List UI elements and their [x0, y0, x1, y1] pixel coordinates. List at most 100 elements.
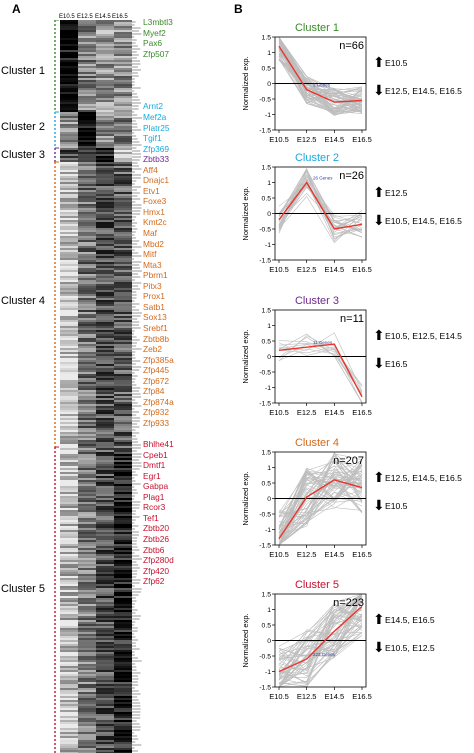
- heatmap-cell: [78, 106, 96, 108]
- heatmap-cell: [114, 506, 132, 508]
- heatmap-cell: [96, 288, 114, 290]
- heatmap-cell: [114, 570, 132, 572]
- heatmap-cell: [60, 182, 78, 184]
- heatmap-cell: [60, 386, 78, 388]
- heatmap-cell: [96, 202, 114, 204]
- heatmap-cell: [78, 566, 96, 568]
- heatmap-cell: [96, 114, 114, 116]
- heatmap-cell: [78, 118, 96, 120]
- heatmap-cell: [96, 534, 114, 536]
- heatmap-cell: [78, 630, 96, 632]
- heatmap-cell: [114, 664, 132, 666]
- heatmap-cell: [114, 130, 132, 132]
- heatmap-cell: [96, 276, 114, 278]
- heatmap-cell: [114, 668, 132, 670]
- heatmap-cell: [60, 332, 78, 334]
- heatmap-cell: [96, 68, 114, 70]
- heatmap-cell: [78, 594, 96, 596]
- heatmap-cell: [114, 48, 132, 50]
- heatmap-cell: [78, 132, 96, 134]
- heatmap-cell: [114, 716, 132, 718]
- heatmap-cell: [96, 620, 114, 622]
- heatmap-cell: [60, 32, 78, 34]
- heatmap-cell: [114, 518, 132, 520]
- heatmap-cell: [60, 202, 78, 204]
- heatmap-cell: [114, 68, 132, 70]
- heatmap-cell: [60, 482, 78, 484]
- heatmap-cell: [60, 598, 78, 600]
- heatmap-cell: [114, 56, 132, 58]
- heatmap-cell: [78, 646, 96, 648]
- heatmap-cell: [78, 262, 96, 264]
- heatmap-cell: [78, 92, 96, 94]
- heatmap-cell: [96, 532, 114, 534]
- heatmap-cell: [96, 698, 114, 700]
- heatmap-cell: [60, 692, 78, 694]
- heatmap-cell: [96, 242, 114, 244]
- heatmap-cell: [60, 134, 78, 136]
- heatmap-cell: [60, 156, 78, 158]
- heatmap-cell: [114, 416, 132, 418]
- heatmap-cell: [114, 528, 132, 530]
- heatmap-cell: [96, 742, 114, 744]
- heatmap-cell: [96, 586, 114, 588]
- heatmap-cell: [78, 294, 96, 296]
- heatmap-cell: [114, 672, 132, 674]
- heatmap-cell: [96, 506, 114, 508]
- heatmap-cell: [114, 42, 132, 44]
- y-tick-label: 1: [267, 465, 271, 472]
- heatmap-cell: [60, 62, 78, 64]
- heatmap-cell: [114, 580, 132, 582]
- heatmap-cell: [114, 646, 132, 648]
- gene-line: [278, 476, 363, 531]
- heatmap-cell: [96, 240, 114, 242]
- heatmap-cell: [114, 208, 132, 210]
- heatmap-cell: [96, 536, 114, 538]
- heatmap-cell: [60, 554, 78, 556]
- heatmap-cell: [96, 36, 114, 38]
- heatmap-cell: [60, 612, 78, 614]
- heatmap-cell: [114, 454, 132, 456]
- heatmap-cell: [78, 74, 96, 76]
- down-arrow-icon: ⬇: [373, 82, 385, 98]
- heatmap-cell: [114, 726, 132, 728]
- heatmap-cell: [78, 326, 96, 328]
- heatmap-cell: [114, 152, 132, 154]
- heatmap-cell: [96, 666, 114, 668]
- heatmap-cell: [114, 96, 132, 98]
- heatmap-cell: [78, 78, 96, 80]
- gene-label: Myef2: [143, 27, 166, 38]
- heatmap-cell: [60, 546, 78, 548]
- heatmap-cell: [114, 658, 132, 660]
- heatmap-cell: [96, 406, 114, 408]
- heatmap-cell: [114, 156, 132, 158]
- heatmap-cell: [78, 386, 96, 388]
- heatmap-cell: [96, 444, 114, 446]
- heatmap-cell: [96, 728, 114, 730]
- heatmap-cell: [96, 232, 114, 234]
- heatmap-cell: [78, 30, 96, 32]
- heatmap-cell: [78, 22, 96, 24]
- heatmap-cell: [96, 468, 114, 470]
- heatmap-cell: [114, 276, 132, 278]
- heatmap-cell: [114, 104, 132, 106]
- heatmap-cell: [60, 44, 78, 46]
- heatmap-cell: [60, 730, 78, 732]
- heatmap-cell: [60, 122, 78, 124]
- heatmap-cell: [96, 228, 114, 230]
- heatmap-cell: [60, 166, 78, 168]
- heatmap-cell: [96, 82, 114, 84]
- heatmap-cell: [96, 282, 114, 284]
- heatmap-cell: [78, 212, 96, 214]
- heatmap-cell: [78, 460, 96, 462]
- heatmap-cell: [78, 486, 96, 488]
- heatmap-cell: [114, 586, 132, 588]
- heatmap-cell: [60, 452, 78, 454]
- heatmap-cell: [114, 442, 132, 444]
- heatmap-cell: [96, 194, 114, 196]
- heatmap-cell: [114, 522, 132, 524]
- heatmap-cell: [114, 34, 132, 36]
- n-label: n=66: [339, 40, 364, 52]
- heatmap-cell: [114, 138, 132, 140]
- heatmap-cell: [60, 420, 78, 422]
